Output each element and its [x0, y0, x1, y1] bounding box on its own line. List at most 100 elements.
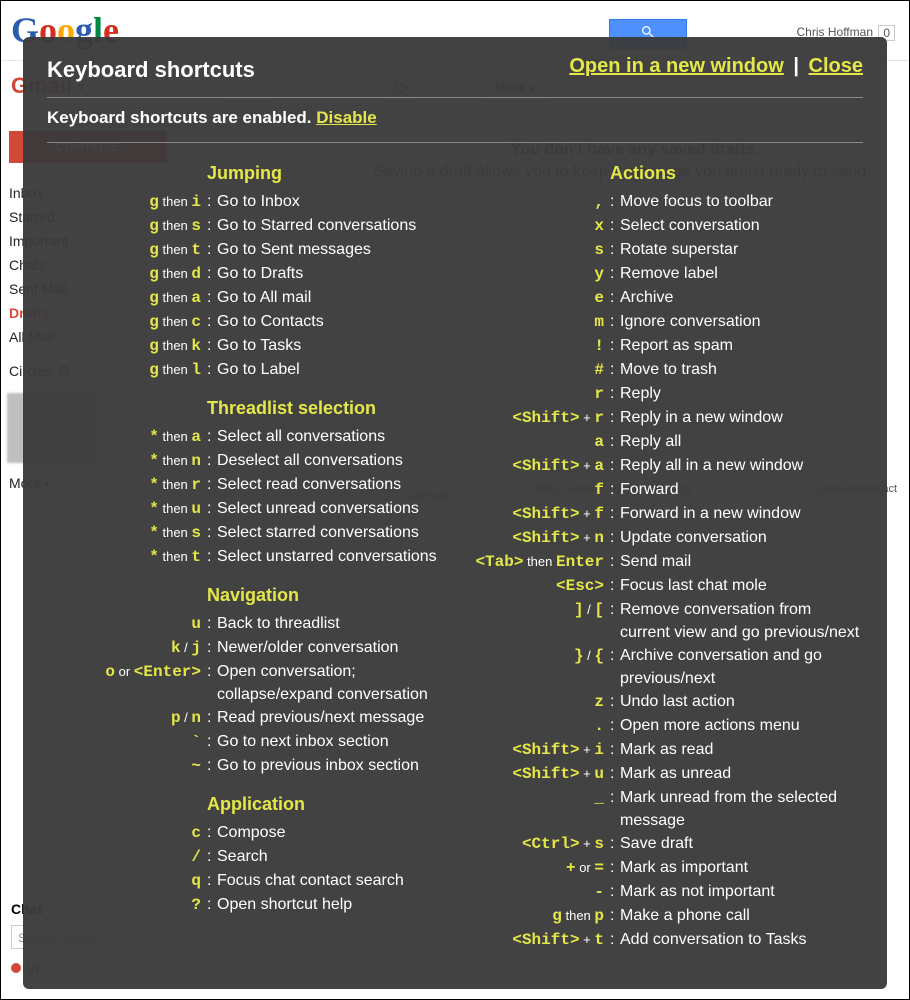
shortcut-keys: <Ctrl> + s	[460, 832, 610, 856]
shortcut-desc: Go to All mail	[217, 286, 450, 309]
section-title: Application	[47, 794, 450, 815]
colon: :	[207, 310, 217, 333]
shortcut-row: .:Open more actions menu	[460, 714, 863, 738]
key-token: g	[149, 241, 159, 259]
open-new-window-link[interactable]: Open in a new window	[569, 55, 783, 77]
key-token: z	[594, 693, 604, 711]
key-connector: +	[580, 530, 595, 545]
key-token: d	[191, 265, 201, 283]
shortcut-row: /:Search	[47, 845, 450, 869]
shortcut-keys: + or =	[460, 856, 610, 880]
right-column: Actions,:Move focus to toolbarx:Select c…	[460, 163, 863, 952]
colon: :	[207, 358, 217, 381]
key-token: n	[191, 452, 201, 470]
shortcut-row: o or <Enter>:Open conversation; collapse…	[47, 660, 450, 706]
shortcut-desc: Go to Contacts	[217, 310, 450, 333]
colon: :	[207, 706, 217, 729]
shortcut-desc: Mark as important	[620, 856, 863, 879]
key-token: g	[552, 907, 562, 925]
key-connector: then	[159, 194, 192, 209]
shortcut-desc: Go to previous inbox section	[217, 754, 450, 777]
shortcut-desc: Archive	[620, 286, 863, 309]
key-token: r	[594, 385, 604, 403]
shortcut-keys: x	[460, 214, 610, 238]
shortcut-desc: Go to Sent messages	[217, 238, 450, 261]
shortcut-desc: Go to next inbox section	[217, 730, 450, 753]
shortcut-row: a:Reply all	[460, 430, 863, 454]
shortcut-desc: Move focus to toolbar	[620, 190, 863, 213]
shortcut-keys: <Shift> + i	[460, 738, 610, 762]
colon: :	[207, 730, 217, 753]
shortcut-desc: Update conversation	[620, 526, 863, 549]
colon: :	[207, 660, 217, 683]
shortcut-desc: Go to Inbox	[217, 190, 450, 213]
shortcut-desc: Compose	[217, 821, 450, 844]
shortcut-keys: g then d	[47, 262, 207, 286]
shortcut-keys: * then n	[47, 449, 207, 473]
shortcut-desc: Reply all	[620, 430, 863, 453]
shortcut-keys: u	[47, 612, 207, 636]
shortcut-row: * then t:Select unstarred conversations	[47, 545, 450, 569]
disable-link[interactable]: Disable	[316, 108, 376, 127]
shortcut-keys: <Shift> + n	[460, 526, 610, 550]
key-token: a	[191, 428, 201, 446]
shortcut-desc: Undo last action	[620, 690, 863, 713]
shortcut-keys: <Esc>	[460, 574, 610, 598]
shortcut-row: + or =:Mark as important	[460, 856, 863, 880]
key-token: <Shift>	[512, 409, 579, 427]
shortcut-row: <Tab> then Enter:Send mail	[460, 550, 863, 574]
shortcut-row: ~:Go to previous inbox section	[47, 754, 450, 778]
close-link[interactable]: Close	[809, 55, 863, 77]
shortcut-desc: Mark as read	[620, 738, 863, 761]
key-token: ]	[574, 601, 584, 619]
key-token: *	[149, 428, 159, 446]
shortcut-keys: <Tab> then Enter	[460, 550, 610, 574]
key-connector: then	[159, 290, 192, 305]
colon: :	[610, 690, 620, 713]
separator: |	[793, 55, 799, 77]
key-token: u	[191, 500, 201, 518]
colon: :	[207, 845, 217, 868]
shortcut-row: <Shift> + a:Reply all in a new window	[460, 454, 863, 478]
key-token: {	[594, 647, 604, 665]
colon: :	[610, 382, 620, 405]
shortcut-keys: <Shift> + f	[460, 502, 610, 526]
shortcut-keys: o or <Enter>	[47, 660, 207, 684]
key-token: g	[149, 337, 159, 355]
shortcut-desc: Go to Tasks	[217, 334, 450, 357]
key-connector: then	[562, 908, 595, 923]
colon: :	[207, 214, 217, 237]
shortcut-keys: * then s	[47, 521, 207, 545]
key-connector: +	[580, 932, 595, 947]
key-connector: /	[584, 648, 595, 663]
key-token: s	[594, 241, 604, 259]
colon: :	[610, 478, 620, 501]
colon: :	[610, 526, 620, 549]
shortcut-row: * then s:Select starred conversations	[47, 521, 450, 545]
shortcut-desc: Send mail	[620, 550, 863, 573]
colon: :	[610, 214, 620, 237]
colon: :	[610, 714, 620, 737]
colon: :	[610, 238, 620, 261]
colon: :	[610, 550, 620, 573]
colon: :	[610, 928, 620, 951]
shortcut-keys: g then l	[47, 358, 207, 382]
shortcut-keys: s	[460, 238, 610, 262]
colon: :	[610, 286, 620, 309]
colon: :	[207, 612, 217, 635]
key-token: s	[191, 524, 201, 542]
key-token: g	[149, 313, 159, 331]
shortcut-desc: Open more actions menu	[620, 714, 863, 737]
key-token: k	[171, 639, 181, 657]
colon: :	[207, 334, 217, 357]
colon: :	[207, 636, 217, 659]
shortcut-row: g then k:Go to Tasks	[47, 334, 450, 358]
shortcut-keys: ~	[47, 754, 207, 778]
key-token: <Ctrl>	[522, 835, 580, 853]
key-token: ,	[594, 193, 604, 211]
shortcut-desc: Forward in a new window	[620, 502, 863, 525]
key-connector: +	[580, 410, 595, 425]
key-token: l	[191, 361, 201, 379]
shortcut-keys: g then a	[47, 286, 207, 310]
shortcut-keys: c	[47, 821, 207, 845]
